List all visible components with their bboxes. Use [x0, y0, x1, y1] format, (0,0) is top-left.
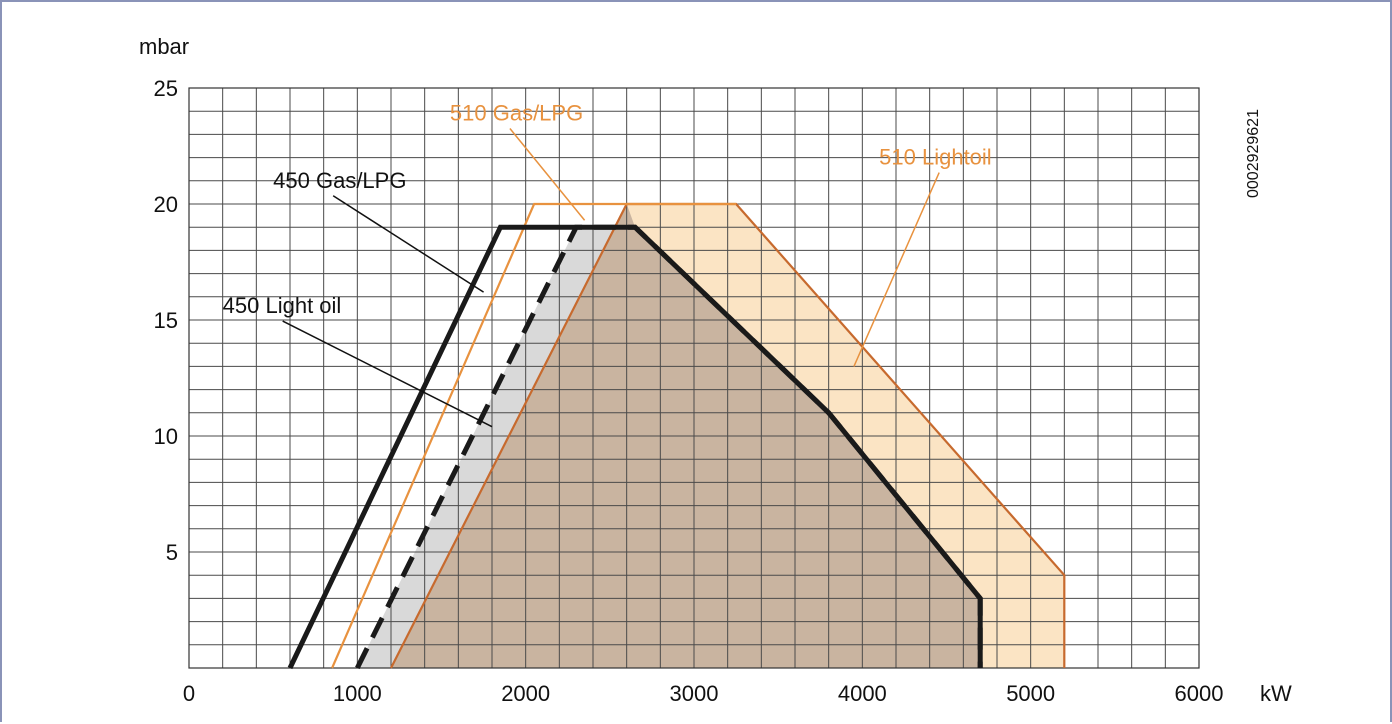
- y-unit-label: mbar: [139, 34, 189, 59]
- annotation-labels: 450 Gas/LPG 450 Light oil 510 Gas/LPG 510 L…: [223, 100, 992, 318]
- x-tick-label: 1000: [333, 681, 382, 706]
- x-tick-label: 4000: [838, 681, 887, 706]
- y-tick-label: 20: [154, 192, 178, 217]
- pointer-510-lightoil: [853, 172, 940, 367]
- y-tick-label: 10: [154, 424, 178, 449]
- x-tick-label: 0: [183, 681, 195, 706]
- annotation-pointers: [282, 128, 940, 428]
- series-line-510-gas-lpg: [331, 202, 737, 669]
- series-line-450-gas-lpg: [287, 224, 983, 670]
- pointer-510-gas-lpg: [509, 128, 586, 221]
- tick-labels: 0 1000 2000 3000 4000 5000 6000 5 10 15 20 25: [154, 76, 1224, 706]
- x-tick-label: 5000: [1006, 681, 1055, 706]
- x-tick-label: 6000: [1175, 681, 1224, 706]
- plot-border: [188, 87, 1200, 669]
- x-unit-label: kW: [1260, 681, 1292, 706]
- label-510-gas-lpg: 510 Gas/LPG: [450, 100, 583, 125]
- y-tick-label: 5: [166, 540, 178, 565]
- chart-grid: [188, 87, 1200, 669]
- pointer-450-light-oil: [282, 320, 493, 428]
- figure-code: 0002929621: [1245, 109, 1262, 198]
- pointer-450-gas-lpg: [332, 195, 484, 293]
- y-tick-label: 15: [154, 308, 178, 333]
- x-tick-label: 2000: [501, 681, 550, 706]
- x-tick-label: 3000: [670, 681, 719, 706]
- label-450-light-oil: 450 Light oil: [223, 293, 342, 318]
- label-510-lightoil: 510 Lightoil: [879, 145, 992, 170]
- y-tick-label: 25: [154, 76, 178, 101]
- series-lines: [287, 202, 1066, 670]
- label-450-gas-lpg: 450 Gas/LPG: [273, 168, 406, 193]
